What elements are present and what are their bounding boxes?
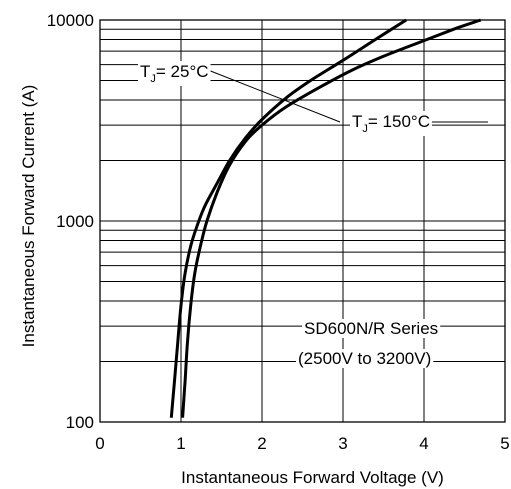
annotation-voltage-range: (2500V to 3200V) — [298, 349, 431, 368]
x-axis-ticks: 0 1 2 3 4 5 — [95, 434, 509, 453]
device-annotation: SD600N/R Series (2500V to 3200V) — [296, 319, 441, 368]
x-tick-label: 0 — [95, 434, 104, 453]
label-background — [350, 111, 432, 136]
annotation-background — [302, 319, 441, 338]
plot-area — [99, 19, 506, 423]
y-tick-label: 1000 — [56, 212, 94, 231]
annotation-background — [296, 349, 434, 368]
y-axis-ticks: 100 1000 10000 — [47, 11, 94, 432]
y-tick-label: 100 — [66, 413, 94, 432]
series-label-text: TJ= 150°C — [352, 112, 430, 135]
grid — [100, 20, 505, 422]
series-label-leader — [210, 70, 341, 123]
x-tick-label: 5 — [500, 434, 509, 453]
x-tick-label: 1 — [176, 434, 185, 453]
series-line-tj-150c — [181, 18, 482, 418]
series-line-tj-25c — [169, 18, 407, 418]
x-tick-label: 2 — [257, 434, 266, 453]
x-tick-label: 4 — [419, 434, 428, 453]
series-label-25c: TJ= 25°C — [138, 61, 341, 123]
x-tick-label: 3 — [338, 434, 347, 453]
series-lines — [169, 18, 482, 418]
y-tick-label: 10000 — [47, 11, 94, 30]
y-axis-label: Instantaneous Forward Current (A) — [19, 85, 38, 348]
series-label-text: TJ= 25°C — [140, 62, 209, 85]
series-label-150c: TJ= 150°C — [350, 111, 488, 136]
label-background — [138, 61, 211, 86]
annotation-device-series: SD600N/R Series — [304, 319, 438, 338]
x-axis-label: Instantaneous Forward Voltage (V) — [181, 468, 444, 487]
